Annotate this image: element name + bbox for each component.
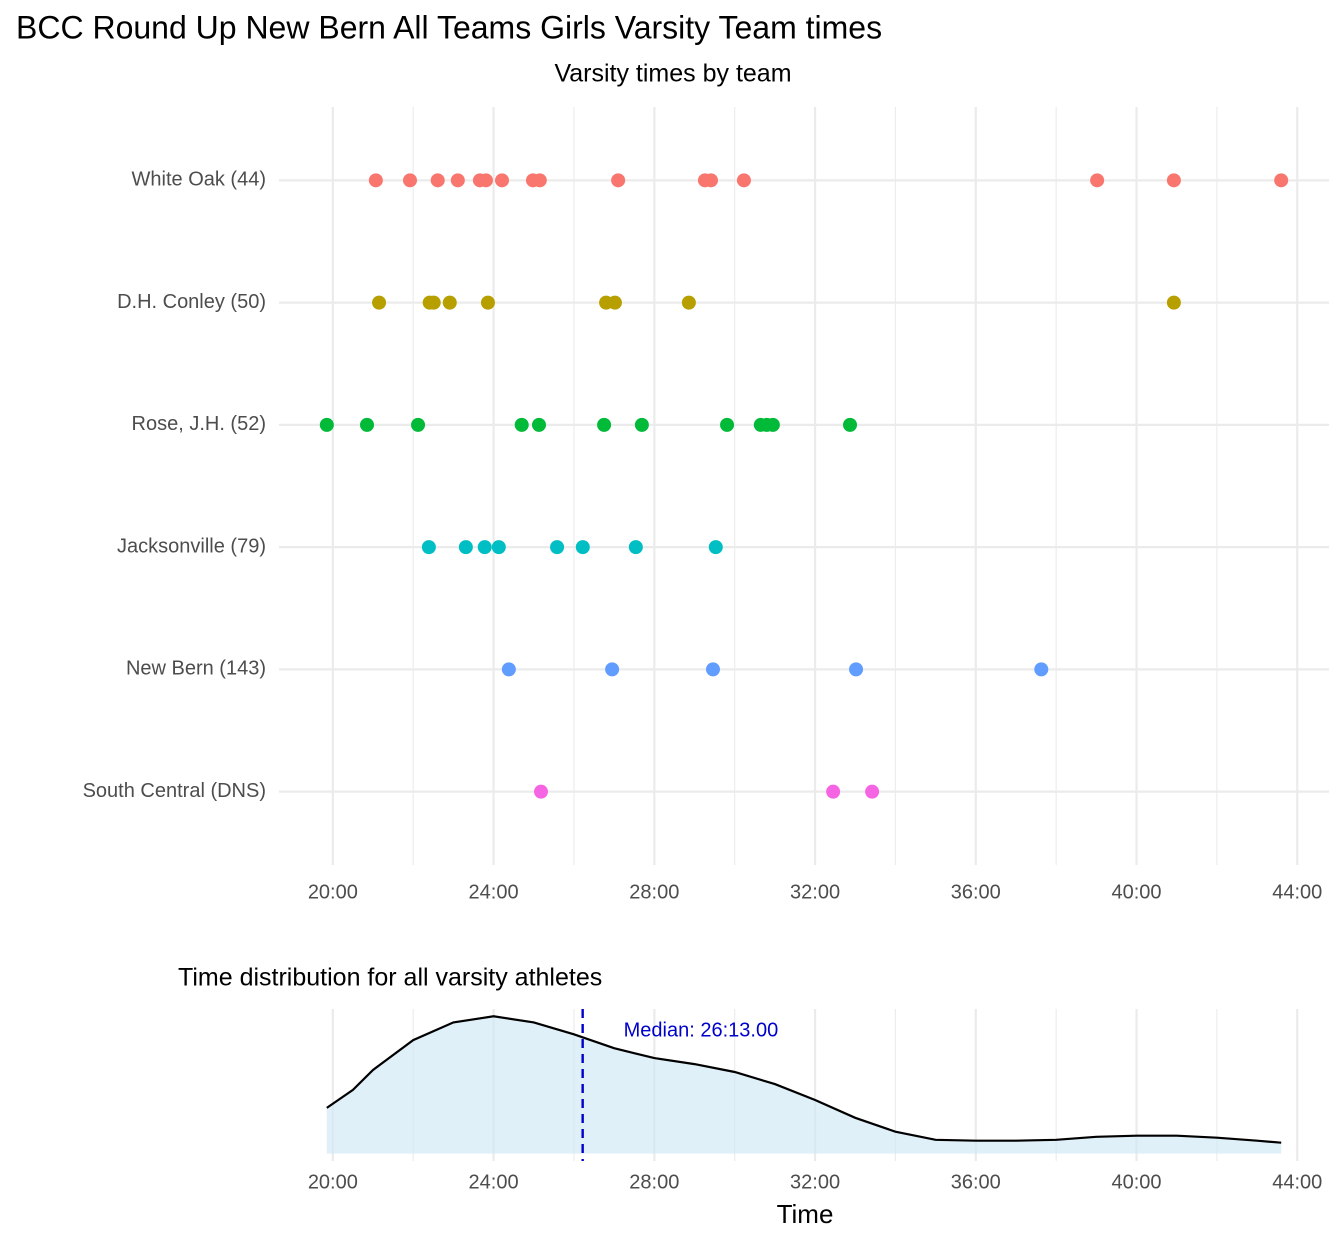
point bbox=[319, 417, 334, 432]
point bbox=[450, 173, 465, 188]
x-tick-label: 32:00 bbox=[790, 881, 840, 903]
x-tick-label: 36:00 bbox=[951, 1171, 1001, 1193]
point bbox=[705, 662, 720, 677]
x-axis-title: Time bbox=[777, 1199, 834, 1229]
y-tick-label: D.H. Conley (50) bbox=[117, 291, 266, 313]
page-title: BCC Round Up New Bern All Teams Girls Va… bbox=[16, 9, 882, 45]
point bbox=[442, 295, 457, 310]
x-tick-label: 20:00 bbox=[308, 881, 358, 903]
point bbox=[1166, 173, 1181, 188]
point bbox=[501, 662, 516, 677]
x-tick-label: 28:00 bbox=[629, 881, 679, 903]
point bbox=[703, 173, 718, 188]
point bbox=[575, 540, 590, 555]
density-line bbox=[326, 1015, 1282, 1144]
point bbox=[765, 417, 780, 432]
point bbox=[681, 295, 696, 310]
point bbox=[865, 784, 880, 799]
point bbox=[495, 173, 510, 188]
median-label: Median: 26:13.00 bbox=[624, 1019, 779, 1041]
point bbox=[1090, 173, 1105, 188]
point bbox=[411, 417, 426, 432]
point bbox=[708, 540, 723, 555]
point bbox=[550, 540, 565, 555]
x-tick-label: 44:00 bbox=[1272, 881, 1322, 903]
x-tick-label: 24:00 bbox=[469, 1171, 519, 1193]
chart-title: Time distribution for all varsity athlet… bbox=[178, 964, 602, 992]
point bbox=[421, 540, 436, 555]
point bbox=[368, 173, 383, 188]
point bbox=[634, 417, 649, 432]
point bbox=[477, 540, 492, 555]
point bbox=[1034, 662, 1049, 677]
x-tick-label: 32:00 bbox=[790, 1171, 840, 1193]
point bbox=[736, 173, 751, 188]
y-tick-label: New Bern (143) bbox=[126, 658, 266, 680]
point bbox=[605, 662, 620, 677]
y-tick-label: Jacksonville (79) bbox=[117, 535, 266, 557]
x-tick-label: 40:00 bbox=[1111, 881, 1161, 903]
density-area bbox=[326, 1016, 1282, 1154]
point bbox=[1166, 295, 1181, 310]
point bbox=[402, 173, 417, 188]
point bbox=[826, 784, 841, 799]
y-tick-label: White Oak (44) bbox=[132, 169, 266, 191]
point bbox=[597, 417, 612, 432]
point bbox=[491, 540, 506, 555]
x-tick-label: 20:00 bbox=[308, 1171, 358, 1193]
x-tick-label: 36:00 bbox=[951, 881, 1001, 903]
point bbox=[611, 173, 626, 188]
point bbox=[480, 295, 495, 310]
point bbox=[372, 295, 387, 310]
x-tick-label: 28:00 bbox=[629, 1171, 679, 1193]
point bbox=[532, 173, 547, 188]
point bbox=[533, 784, 548, 799]
y-tick-label: South Central (DNS) bbox=[83, 780, 266, 802]
point bbox=[531, 417, 546, 432]
x-tick-label: 40:00 bbox=[1111, 1171, 1161, 1193]
point bbox=[849, 662, 864, 677]
point bbox=[430, 173, 445, 188]
point bbox=[426, 295, 441, 310]
point bbox=[720, 417, 735, 432]
point bbox=[1274, 173, 1289, 188]
y-tick-label: Rose, J.H. (52) bbox=[132, 413, 266, 435]
point bbox=[478, 173, 493, 188]
point bbox=[843, 417, 858, 432]
point bbox=[360, 417, 375, 432]
chart-title: Varsity times by team bbox=[554, 60, 791, 88]
x-tick-label: 44:00 bbox=[1272, 1171, 1322, 1193]
point bbox=[628, 540, 643, 555]
point bbox=[458, 540, 473, 555]
point bbox=[514, 417, 529, 432]
x-tick-label: 24:00 bbox=[469, 881, 519, 903]
point bbox=[607, 295, 622, 310]
